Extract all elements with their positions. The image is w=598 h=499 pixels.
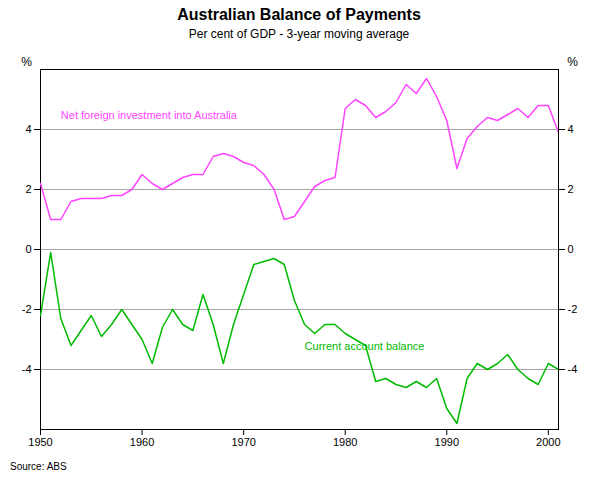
html-text:Australian Balance of Payments: Australian Balance of Payments [177, 6, 421, 23]
svg-text:4: 4 [568, 123, 574, 135]
svg-text:0: 0 [568, 243, 574, 255]
svg-text:-2: -2 [568, 303, 578, 315]
svg-text:1960: 1960 [130, 436, 154, 448]
svg-text:-4: -4 [22, 363, 32, 375]
svg-text:1950: 1950 [28, 436, 52, 448]
svg-text:0: 0 [25, 243, 31, 255]
svg-text:1970: 1970 [231, 436, 255, 448]
svg-text:%: % [21, 55, 32, 69]
svg-text:%: % [567, 55, 578, 69]
svg-text:1990: 1990 [435, 436, 459, 448]
svg-text:2000: 2000 [536, 436, 560, 448]
svg-text:2: 2 [568, 183, 574, 195]
svg-text:Net foreign investment into Au: Net foreign investment into Australia [61, 109, 238, 121]
svg-text:Current account balance: Current account balance [305, 340, 425, 352]
svg-text:-2: -2 [22, 303, 32, 315]
svg-text:4: 4 [25, 123, 31, 135]
svg-text:2: 2 [25, 183, 31, 195]
svg-text:-4: -4 [568, 363, 578, 375]
svg-text:1980: 1980 [333, 436, 357, 448]
html-text:Per cent of GDP - 3-year movin: Per cent of GDP - 3-year moving average [188, 27, 410, 41]
html-text:Source: ABS: Source: ABS [10, 461, 67, 472]
